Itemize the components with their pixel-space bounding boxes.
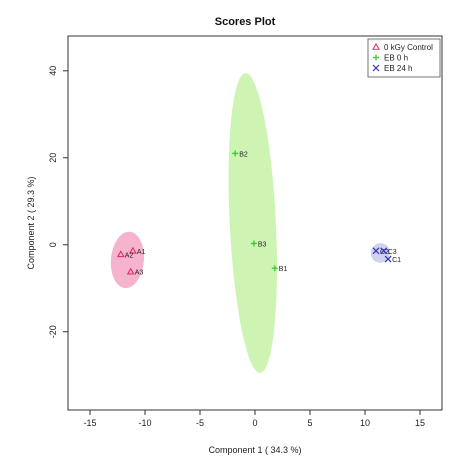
point-label-b1: B1 bbox=[279, 266, 288, 273]
point-label-b3: B3 bbox=[258, 241, 267, 248]
point-b3 bbox=[250, 240, 257, 247]
chart-title: Scores Plot bbox=[215, 16, 276, 28]
point-label-a2: A2 bbox=[125, 252, 134, 259]
point-b1 bbox=[271, 265, 278, 272]
legend-marker-1 bbox=[372, 42, 380, 50]
confidence-ellipse-1 bbox=[110, 231, 145, 289]
point-label-a1: A1 bbox=[137, 249, 146, 256]
point-a3 bbox=[126, 267, 135, 275]
x-tick-label-6: 15 bbox=[415, 418, 425, 428]
confidence-ellipse-2 bbox=[228, 73, 278, 373]
point-a1 bbox=[128, 246, 137, 254]
point-c1 bbox=[384, 255, 392, 263]
x-tick-label-0: -15 bbox=[83, 418, 96, 428]
x-axis-ticks: -15 -10 -5 0 5 10 15 bbox=[83, 410, 425, 428]
point-label-a3: A3 bbox=[135, 270, 144, 277]
y-axis-label: Component 2 ( 29.3 %) bbox=[26, 176, 36, 269]
legend-box bbox=[367, 38, 441, 78]
x-axis-label: Component 1 ( 34.3 %) bbox=[208, 445, 301, 455]
point-label-b2: B2 bbox=[239, 151, 248, 158]
point-c2 bbox=[372, 247, 380, 255]
x-tick-label-3: 0 bbox=[252, 418, 257, 428]
y-tick-label-1: 0 bbox=[48, 242, 58, 247]
y-tick-label-0: -20 bbox=[48, 325, 58, 338]
x-tick-label-4: 5 bbox=[307, 418, 312, 428]
y-axis-ticks: -20 0 20 40 bbox=[48, 66, 68, 338]
x-tick-label-5: 10 bbox=[360, 418, 370, 428]
point-label-c1: C1 bbox=[392, 257, 401, 264]
x-tick-label-2: -5 bbox=[196, 418, 204, 428]
confidence-ellipse-3 bbox=[370, 243, 391, 263]
legend-label-3: EB 24 h bbox=[384, 64, 412, 73]
point-label-c3: C3 bbox=[388, 249, 397, 256]
y-tick-label-3: 40 bbox=[48, 66, 58, 76]
legend-label-1: 0 kGy Control bbox=[384, 43, 433, 52]
legend-label-2: EB 0 h bbox=[384, 54, 408, 63]
x-tick-label-1: -10 bbox=[138, 418, 151, 428]
y-tick-label-2: 20 bbox=[48, 153, 58, 163]
confidence-ellipses bbox=[110, 73, 391, 373]
legend: 0 kGy Control EB 0 hEB 24 h bbox=[367, 38, 441, 78]
legend-marker-2 bbox=[373, 54, 379, 61]
point-c3 bbox=[380, 247, 388, 255]
point-b2 bbox=[232, 150, 239, 157]
point-a2 bbox=[116, 250, 125, 258]
legend-marker-3 bbox=[372, 64, 380, 72]
